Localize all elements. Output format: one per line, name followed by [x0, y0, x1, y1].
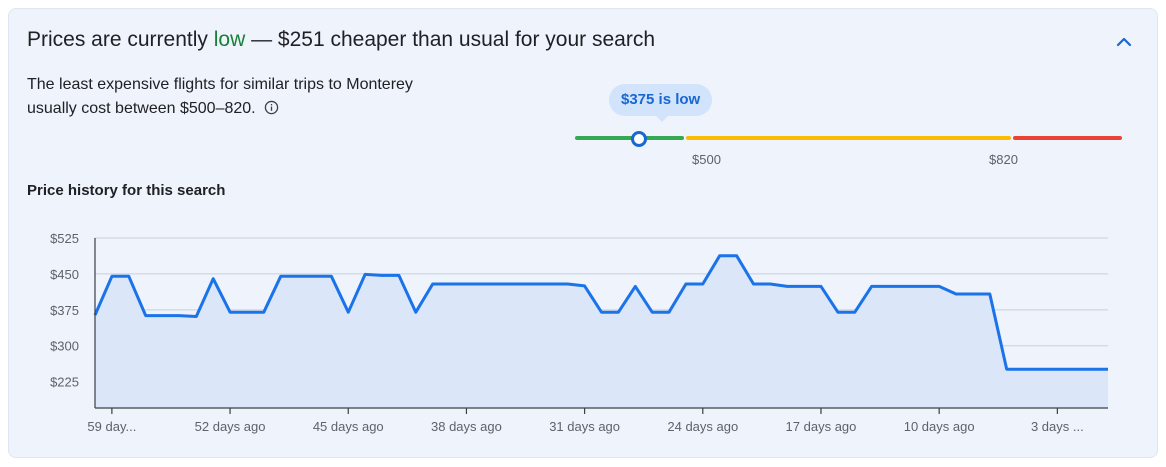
y-tick-label: $525 [50, 231, 79, 246]
current-price-marker[interactable] [631, 131, 647, 147]
y-tick-label: $300 [50, 339, 79, 354]
high-price-segment [1013, 136, 1122, 140]
typical-price-description: The least expensive flights for similar … [27, 73, 447, 123]
y-tick-label: $375 [50, 303, 79, 318]
headline-suffix: — $251 cheaper than usual for your searc… [245, 28, 655, 51]
price-status-headline: Prices are currently low — $251 cheaper … [27, 28, 655, 52]
price-line [93, 254, 1108, 371]
x-tick-label: 24 days ago [667, 419, 738, 434]
x-tick-label: 17 days ago [786, 419, 857, 434]
headline-prefix: Prices are currently [27, 28, 214, 51]
info-icon[interactable] [264, 99, 279, 123]
typical-price-segment [686, 136, 1011, 140]
collapse-button[interactable] [1112, 30, 1136, 54]
price-range-gauge: $375 is low $500 $820 [575, 84, 1125, 174]
price-history-title: Price history for this search [27, 182, 226, 199]
x-tick-label: 59 day... [87, 419, 136, 434]
description-text: The least expensive flights for similar … [27, 76, 413, 117]
x-tick-label: 10 days ago [904, 419, 975, 434]
high-threshold-label: $820 [989, 152, 1018, 167]
x-tick-label: 38 days ago [431, 419, 502, 434]
y-tick-label: $225 [50, 375, 79, 390]
price-area-fill [95, 255, 1108, 408]
current-price-bubble: $375 is low [609, 84, 713, 122]
x-tick-label: 3 days ... [1031, 419, 1084, 434]
chevron-up-icon [1116, 37, 1132, 47]
low-threshold-label: $500 [692, 152, 721, 167]
x-tick-label: 52 days ago [195, 419, 266, 434]
low-price-segment [575, 136, 684, 140]
price-status-label: low [213, 28, 246, 51]
x-tick-label: 31 days ago [549, 419, 620, 434]
y-tick-label: $450 [50, 267, 79, 282]
x-tick-label: 45 days ago [313, 419, 384, 434]
